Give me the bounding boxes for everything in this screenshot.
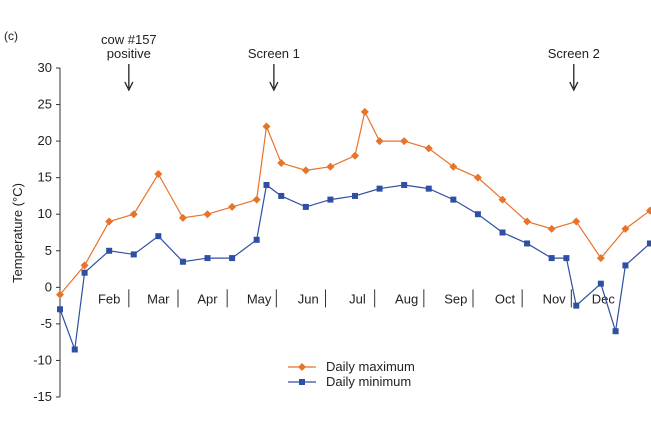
y-tick-label: 0	[45, 279, 52, 294]
y-tick-label: 10	[38, 206, 52, 221]
daily-maximum-point	[375, 137, 384, 146]
panel-label: (c)	[4, 29, 18, 43]
daily-minimum-point	[352, 192, 358, 199]
month-label: Mar	[147, 291, 170, 306]
daily-minimum-point	[376, 185, 383, 192]
daily-maximum-point	[326, 162, 335, 171]
daily-minimum-point	[524, 240, 531, 247]
daily-maximum-point	[449, 162, 458, 171]
month-label: Jun	[298, 291, 319, 306]
daily-maximum-point	[154, 170, 163, 179]
daily-maximum-point	[252, 195, 261, 204]
daily-minimum-point	[81, 269, 88, 276]
daily-maximum-point	[621, 224, 630, 233]
daily-minimum-point	[106, 247, 113, 254]
daily-minimum-point	[327, 196, 334, 203]
annotation-label: Screen 2	[548, 46, 600, 61]
daily-maximum-point	[523, 217, 532, 226]
daily-minimum-point	[622, 262, 629, 269]
y-tick-label: -5	[40, 316, 52, 331]
annotation-arrow-head	[269, 81, 279, 92]
daily-minimum-point	[278, 192, 285, 199]
daily-maximum-point	[228, 202, 237, 211]
daily-minimum-point	[499, 229, 506, 236]
y-tick-label: 15	[38, 170, 52, 185]
daily-minimum-point	[573, 302, 580, 309]
month-label: Nov	[543, 291, 567, 306]
month-label: Oct	[495, 291, 516, 306]
month-label: Sep	[444, 291, 467, 306]
y-axis-title: Temperature (°C)	[10, 183, 25, 283]
daily-maximum-point	[473, 173, 482, 182]
daily-minimum-point	[548, 255, 555, 262]
daily-maximum-point	[351, 151, 359, 160]
daily-minimum-point	[57, 306, 63, 313]
daily-minimum-point	[401, 181, 408, 188]
daily-maximum-point	[646, 206, 651, 215]
daily-minimum-point	[425, 185, 432, 192]
annotation-label: positive	[107, 46, 151, 61]
daily-maximum-point	[262, 122, 271, 131]
daily-maximum-point	[105, 217, 114, 226]
legend-marker-daily-minimum	[299, 379, 305, 385]
annotation-label: Screen 1	[248, 46, 300, 61]
daily-maximum-point	[547, 224, 556, 233]
annotation-label: cow #157	[101, 32, 157, 47]
daily-minimum-point	[204, 255, 211, 262]
month-label: Feb	[98, 291, 120, 306]
daily-minimum-point	[155, 233, 162, 240]
daily-maximum-point	[178, 213, 187, 222]
daily-maximum-point	[277, 159, 286, 168]
y-tick-label: -10	[33, 352, 52, 367]
y-tick-label: 25	[38, 97, 52, 112]
daily-minimum-point	[71, 346, 78, 353]
legend-marker-daily-maximum	[298, 363, 306, 371]
annotation-arrow-head	[569, 81, 579, 92]
daily-minimum-point	[263, 181, 270, 188]
legend-label-daily-maximum: Daily maximum	[326, 359, 415, 374]
annotation-arrow-head	[124, 81, 134, 92]
daily-maximum-point	[80, 261, 89, 270]
y-tick-label: 20	[38, 133, 52, 148]
daily-minimum-point	[229, 255, 236, 262]
daily-maximum-point	[424, 144, 433, 153]
daily-maximum-point	[596, 254, 605, 263]
month-label: Dec	[592, 291, 616, 306]
daily-minimum-point	[253, 236, 260, 243]
daily-minimum-point	[450, 196, 457, 203]
daily-maximum-point	[498, 195, 507, 204]
daily-maximum-point	[360, 107, 369, 116]
daily-minimum-point	[563, 255, 570, 262]
daily-maximum-point	[56, 290, 64, 299]
month-label: Aug	[395, 291, 418, 306]
y-tick-label: -15	[33, 389, 52, 404]
daily-maximum-point	[572, 217, 581, 226]
daily-minimum-point	[302, 203, 309, 210]
month-label: May	[247, 291, 272, 306]
daily-minimum-point	[130, 251, 137, 258]
daily-minimum-point	[474, 211, 481, 218]
daily-maximum-line	[59, 110, 651, 296]
month-label: Apr	[197, 291, 218, 306]
daily-maximum-point	[400, 137, 409, 146]
month-label: Jul	[349, 291, 366, 306]
legend-label-daily-minimum: Daily minimum	[326, 374, 411, 389]
y-tick-label: 5	[45, 243, 52, 258]
y-tick-label: 30	[38, 60, 52, 75]
daily-maximum-point	[129, 210, 138, 219]
daily-minimum-point	[179, 258, 186, 265]
daily-maximum-point	[203, 210, 212, 219]
daily-maximum-point	[301, 166, 310, 175]
daily-minimum-point	[612, 328, 619, 335]
daily-minimum-point	[647, 240, 651, 247]
daily-minimum-point	[597, 280, 604, 287]
daily-minimum-line	[59, 183, 651, 350]
